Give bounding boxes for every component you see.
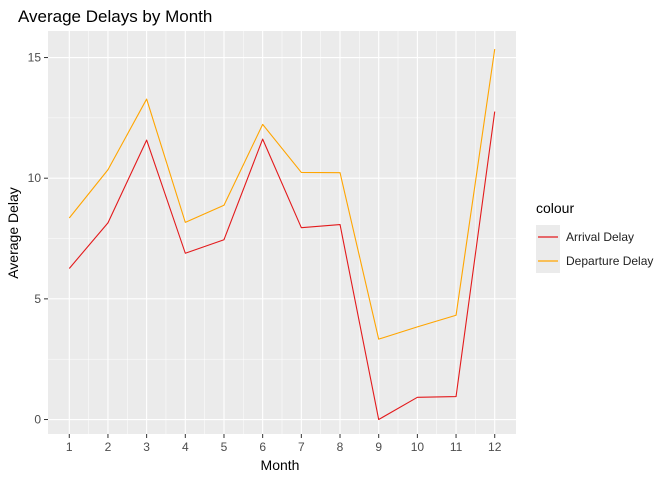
x-tick-label: 3 bbox=[143, 440, 150, 454]
series-lines bbox=[68, 49, 496, 421]
legend-title: colour bbox=[536, 200, 574, 216]
x-tick-label: 2 bbox=[105, 440, 112, 454]
x-tick-label: 9 bbox=[375, 440, 382, 454]
x-tick-label: 8 bbox=[337, 440, 344, 454]
y-tick-label: 5 bbox=[34, 292, 41, 306]
x-tick-label: 5 bbox=[221, 440, 228, 454]
chart-title: Average Delays by Month bbox=[18, 7, 212, 26]
y-axis-label: Average Delay bbox=[5, 187, 21, 279]
x-tick-label: 11 bbox=[450, 440, 463, 454]
series-line-departure-delay bbox=[68, 49, 496, 340]
x-tick-label: 7 bbox=[298, 440, 305, 454]
major-gridlines bbox=[48, 31, 516, 434]
x-axis-label: Month bbox=[261, 457, 300, 473]
x-tick-label: 10 bbox=[411, 440, 425, 454]
legend: colour Arrival Delay Departure Delay bbox=[536, 200, 653, 273]
minor-gridlines bbox=[48, 31, 516, 434]
y-tick-label: 10 bbox=[28, 171, 42, 185]
legend-label-departure-delay: Departure Delay bbox=[566, 254, 653, 268]
x-tick-label: 1 bbox=[66, 440, 73, 454]
y-tick-label: 15 bbox=[28, 51, 42, 65]
series-line-arrival-delay bbox=[68, 111, 496, 421]
x-tick-label: 6 bbox=[259, 440, 266, 454]
y-tick-label: 0 bbox=[34, 413, 41, 427]
x-tick-label: 4 bbox=[182, 440, 189, 454]
x-tick-label: 12 bbox=[488, 440, 502, 454]
legend-label-arrival-delay: Arrival Delay bbox=[566, 230, 634, 244]
